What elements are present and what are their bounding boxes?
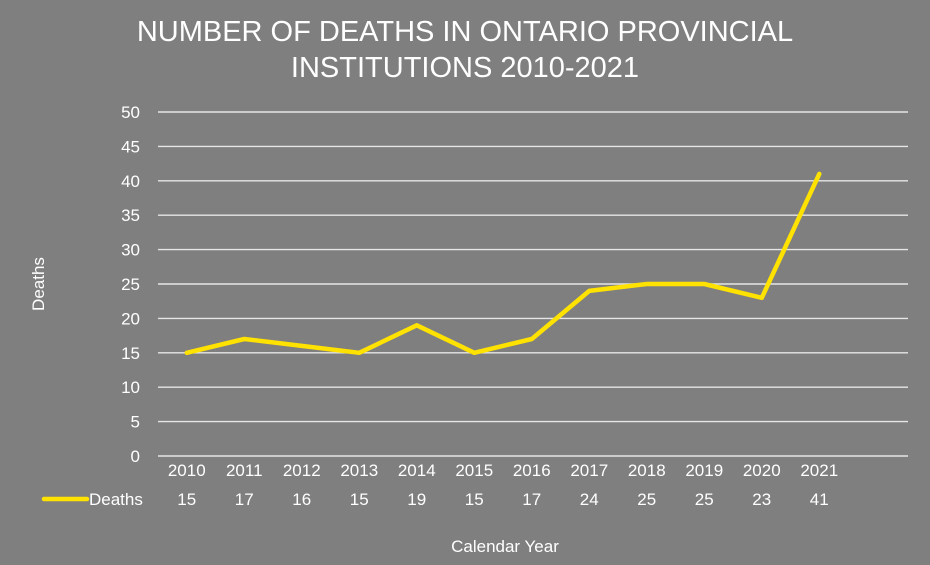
data-table-value: 17 [235, 490, 254, 509]
data-table-value: 24 [580, 490, 599, 509]
y-tick-label: 45 [121, 137, 140, 156]
y-tick-label: 30 [121, 241, 140, 260]
chart-title: NUMBER OF DEATHS IN ONTARIO PROVINCIAL I… [0, 14, 930, 86]
chart-title-line-1: NUMBER OF DEATHS IN ONTARIO PROVINCIAL [136, 16, 794, 48]
x-tick-label: 2015 [455, 461, 493, 480]
x-tick-label: 2014 [398, 461, 436, 480]
data-table-value: 25 [695, 490, 714, 509]
y-tick-label: 5 [131, 413, 140, 432]
legend-label: Deaths [89, 490, 143, 509]
x-tick-label: 2020 [743, 461, 781, 480]
data-table-value: 15 [350, 490, 369, 509]
y-tick-label: 10 [121, 378, 140, 397]
data-table-value: 16 [292, 490, 311, 509]
data-table-value: 41 [810, 490, 829, 509]
data-table-value: 15 [177, 490, 196, 509]
data-table-value: 15 [465, 490, 484, 509]
x-tick-label: 2021 [800, 461, 838, 480]
y-tick-label: 0 [131, 447, 140, 466]
y-tick-label: 25 [121, 275, 140, 294]
x-tick-label: 2010 [168, 461, 206, 480]
x-tick-label: 2011 [226, 461, 263, 480]
x-tick-label: 2018 [628, 461, 666, 480]
data-table-value: 17 [522, 490, 541, 509]
chart-title-line-2: INSTITUTIONS 2010-2021 [290, 52, 640, 84]
y-tick-label: 15 [121, 344, 140, 363]
y-axis-title: Deaths [29, 257, 48, 311]
data-table-value: 23 [752, 490, 771, 509]
x-tick-label: 2019 [685, 461, 723, 480]
series-line-deaths [184, 171, 822, 356]
x-tick-label: 2016 [513, 461, 551, 480]
x-tick-label: 2012 [283, 461, 321, 480]
x-tick-label: 2017 [570, 461, 608, 480]
x-tick-label: 2013 [340, 461, 378, 480]
data-table-value: 25 [637, 490, 656, 509]
y-tick-label: 20 [121, 309, 140, 328]
x-axis-title: Calendar Year [451, 537, 559, 556]
y-tick-label: 50 [121, 103, 140, 122]
data-table-value: 19 [407, 490, 426, 509]
y-tick-label: 35 [121, 206, 140, 225]
y-tick-label: 40 [121, 172, 140, 191]
